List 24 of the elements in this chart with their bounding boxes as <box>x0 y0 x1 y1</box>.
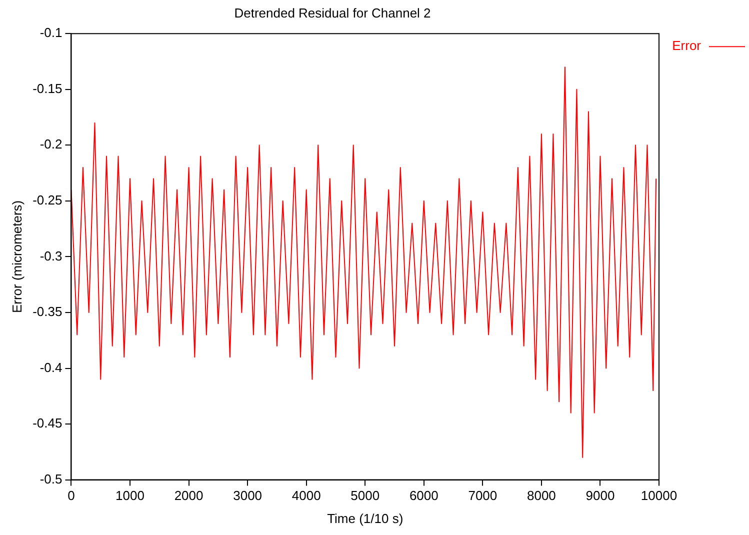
y-tick-label: -0.25 <box>32 192 62 208</box>
x-tick-label: 10000 <box>640 488 678 504</box>
x-tick-label: 0 <box>68 488 75 504</box>
x-tick-label: 7000 <box>468 488 498 504</box>
x-tick-label: 6000 <box>409 488 438 504</box>
x-tick-label: 1000 <box>116 488 144 504</box>
y-tick-label: -0.5 <box>40 471 62 486</box>
x-tick-label: 4000 <box>292 488 321 504</box>
x-tick-label: 3000 <box>233 488 262 504</box>
x-axis-title: Time (1/10 s) <box>327 510 404 526</box>
y-tick-label: -0.35 <box>32 304 62 320</box>
y-tick-label: -0.15 <box>32 80 62 96</box>
y-tick-label: -0.4 <box>40 360 62 375</box>
x-tick-label: 5000 <box>350 488 380 504</box>
y-tick-label: -0.45 <box>32 416 62 431</box>
y-tick-label: -0.3 <box>40 248 62 264</box>
x-tick-label: 2000 <box>174 488 204 504</box>
x-tick-label: 9000 <box>586 488 615 504</box>
legend-label: Error <box>672 38 702 54</box>
x-tick-label: 8000 <box>526 488 556 504</box>
chart-title: Detrended Residual for Channel 2 <box>234 5 431 20</box>
y-axis-title: Error (micrometers) <box>9 200 24 314</box>
y-tick-label: -0.1 <box>40 25 62 40</box>
y-tick-label: -0.2 <box>40 136 62 152</box>
